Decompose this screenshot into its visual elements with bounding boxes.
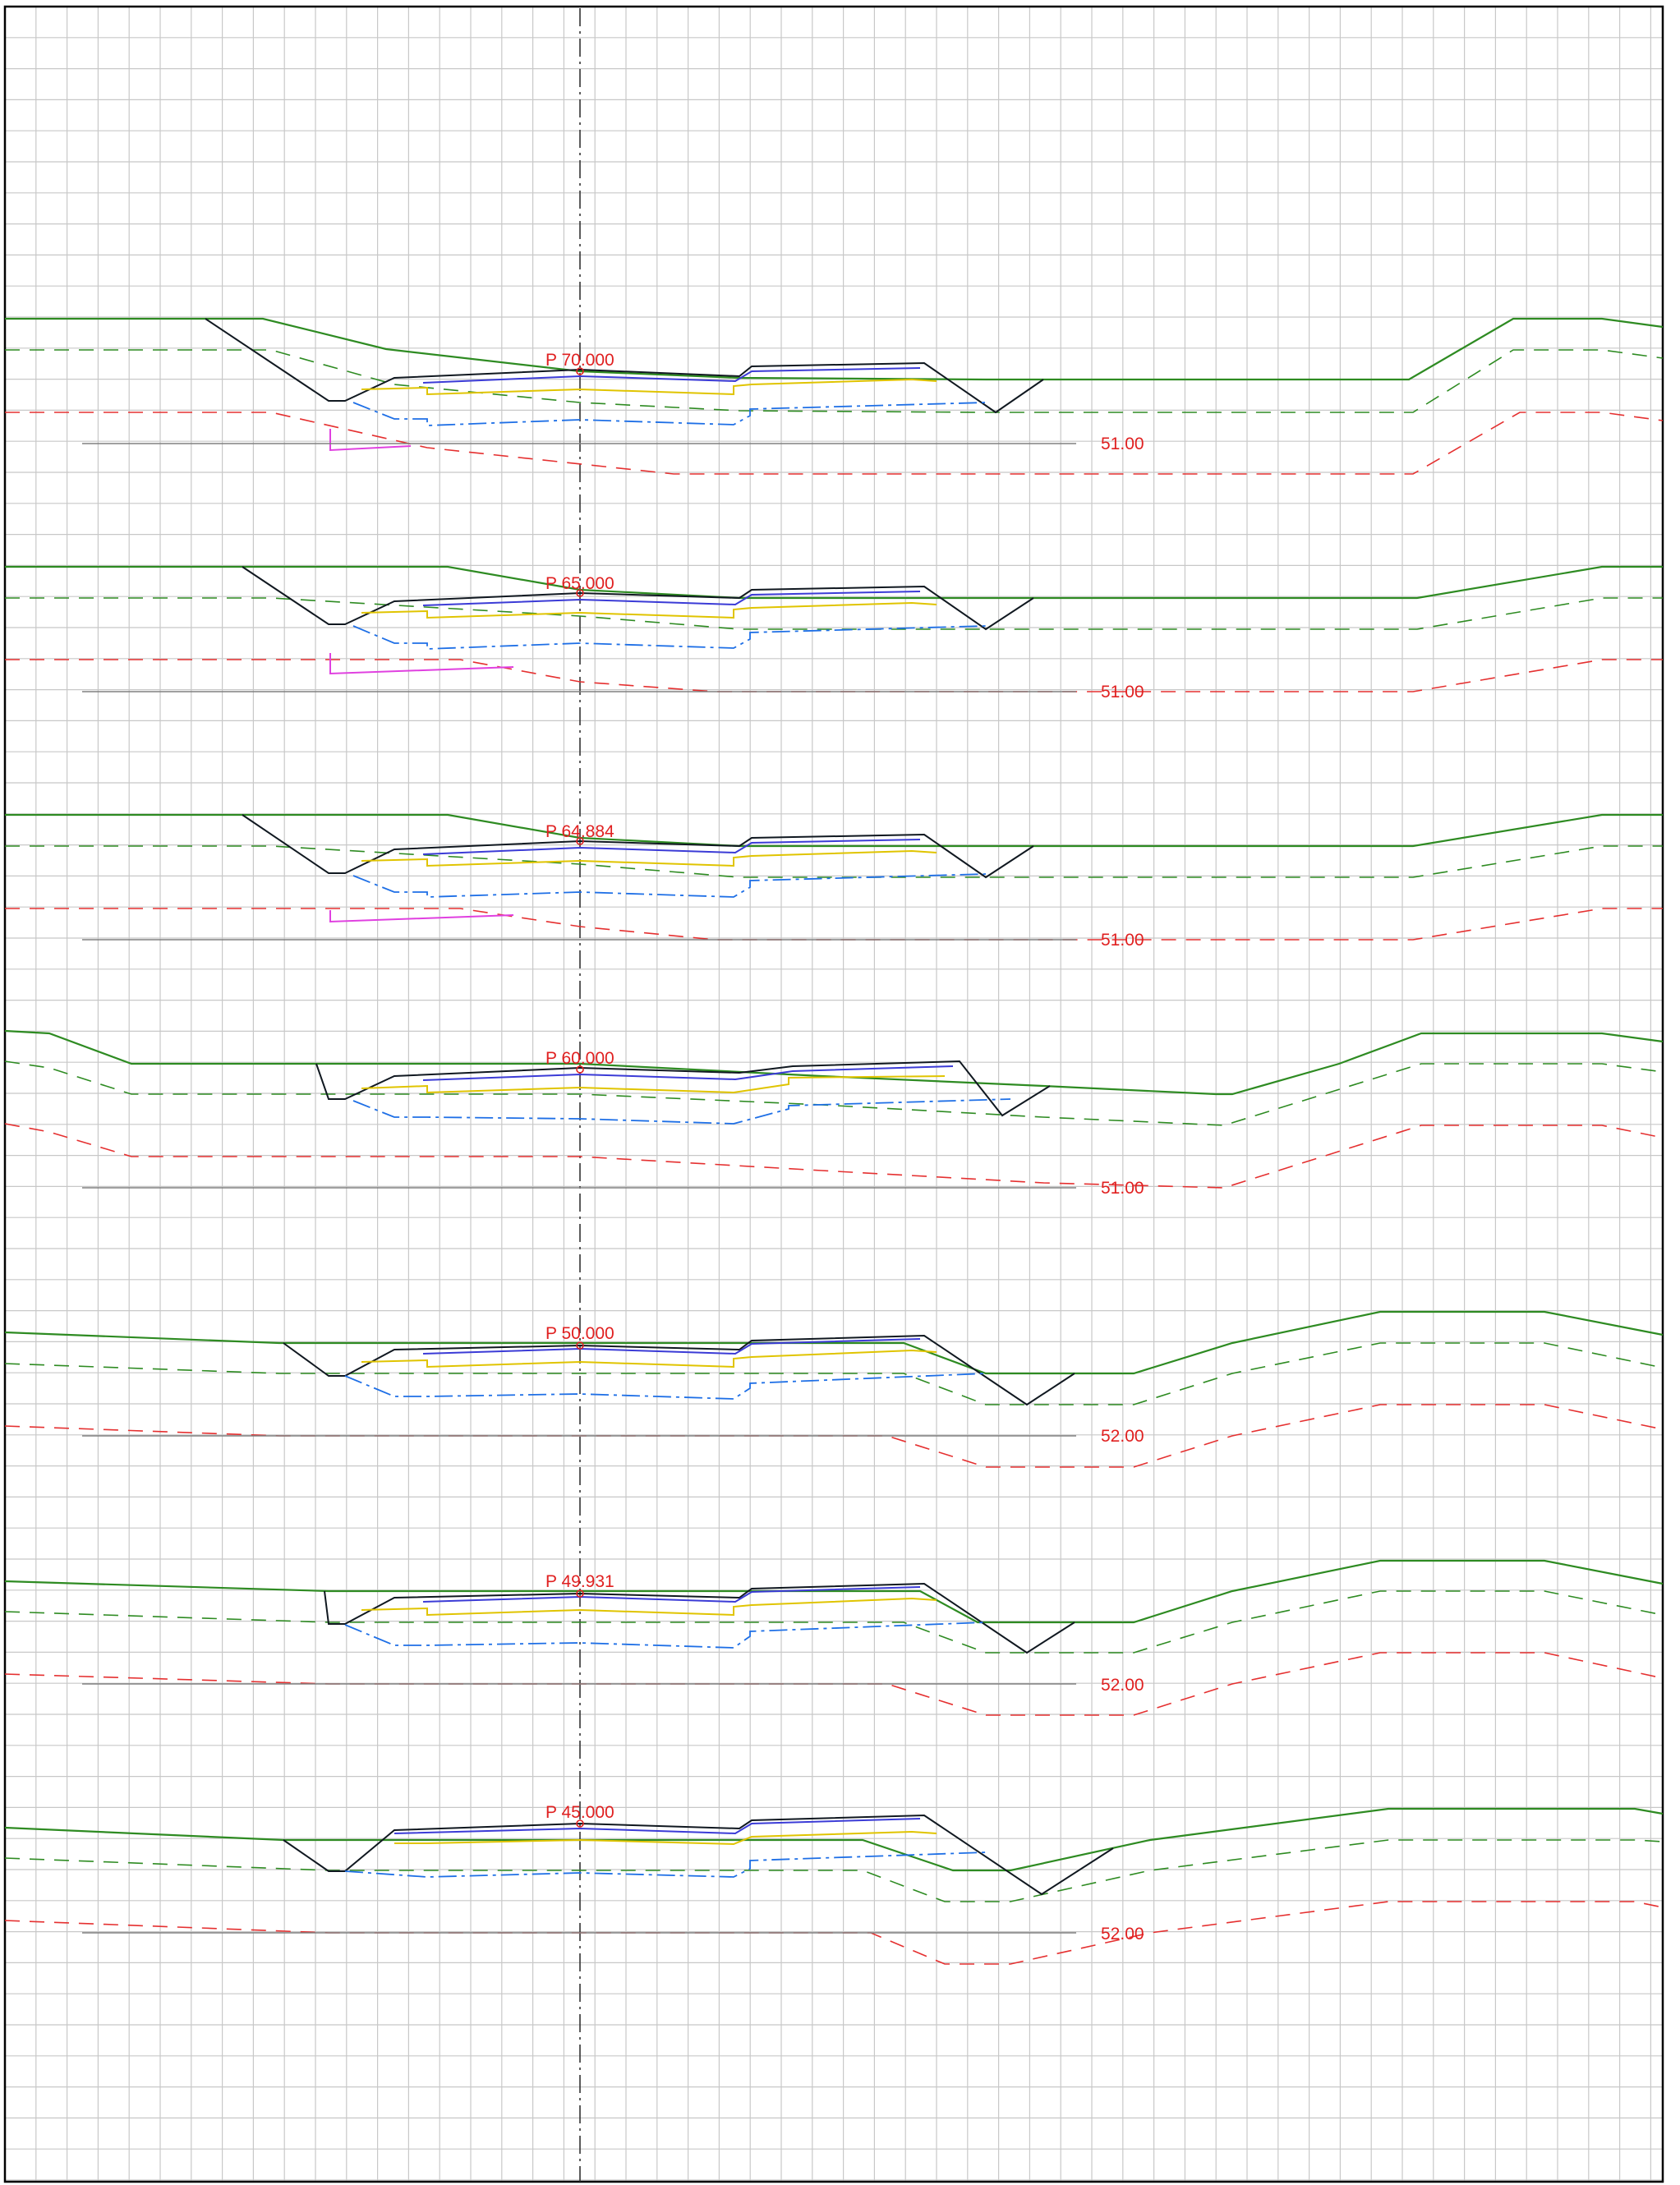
datum-elevation-label: 51.00 bbox=[1101, 683, 1144, 702]
subbase-layer bbox=[344, 1622, 987, 1649]
pavement-top-layer bbox=[422, 591, 921, 606]
existing-ground-line bbox=[5, 317, 1664, 381]
road-outline bbox=[283, 1814, 1114, 1896]
existing-ground-offset-line bbox=[4, 1839, 1664, 1902]
station-label: P 70.000 bbox=[545, 351, 614, 370]
subbase-layer bbox=[344, 1852, 987, 1878]
excavation-limit-line bbox=[5, 659, 1663, 692]
pavement-base-layer bbox=[361, 601, 937, 619]
utility-line bbox=[329, 429, 412, 452]
pavement-base-layer bbox=[394, 1830, 937, 1846]
existing-ground-line bbox=[5, 565, 1663, 600]
pavement-top-layer bbox=[422, 1586, 921, 1603]
datum-elevation-label: 52.00 bbox=[1101, 1676, 1144, 1695]
centerline-point-marker bbox=[576, 367, 584, 375]
pavement-top-layer bbox=[422, 839, 921, 855]
cross-section-p70000: P 70.000 51.00 bbox=[5, 317, 1664, 475]
pavement-base-layer bbox=[361, 378, 937, 396]
centerline-point-marker bbox=[576, 1341, 584, 1350]
station-label: P 50.000 bbox=[545, 1324, 614, 1343]
excavation-limit-line bbox=[4, 1123, 1664, 1189]
road-outline bbox=[324, 1582, 1075, 1654]
datum-elevation-label: 51.00 bbox=[1101, 435, 1144, 453]
cross-section-p64884: P 64.884 51.00 bbox=[5, 813, 1663, 950]
pavement-top-layer bbox=[422, 1338, 921, 1355]
subbase-layer bbox=[344, 1373, 987, 1400]
existing-ground-line bbox=[4, 1807, 1664, 1872]
cross-section-p45000: P 45.000 52.00 bbox=[4, 1803, 1664, 1965]
cross-section-p65000: P 65.000 51.00 bbox=[5, 565, 1663, 702]
sheet-border bbox=[3, 5, 1664, 2183]
centerline-point-marker bbox=[576, 837, 584, 845]
excavation-limit-line bbox=[5, 412, 1664, 475]
station-label: P 45.000 bbox=[545, 1803, 614, 1822]
pavement-base-layer bbox=[361, 1075, 946, 1094]
station-label: P 60.000 bbox=[545, 1049, 614, 1068]
pavement-base-layer bbox=[361, 1597, 937, 1617]
road-outline bbox=[242, 566, 1034, 631]
datum-elevation-label: 51.00 bbox=[1101, 931, 1144, 950]
existing-ground-offset-line bbox=[4, 1342, 1664, 1405]
pavement-base-layer bbox=[361, 1349, 937, 1368]
cross-section-p60000: P 60.000 51.00 bbox=[4, 1029, 1664, 1198]
existing-ground-offset-line bbox=[4, 1060, 1664, 1126]
datum-elevation-label: 51.00 bbox=[1101, 1179, 1144, 1198]
subbase-layer bbox=[352, 402, 987, 426]
excavation-limit-line bbox=[5, 908, 1663, 941]
subbase-layer bbox=[352, 873, 987, 898]
road-outline bbox=[205, 318, 1044, 414]
road-outline bbox=[283, 1334, 1075, 1406]
datum-elevation-label: 52.00 bbox=[1101, 1925, 1144, 1944]
subbase-layer bbox=[352, 625, 987, 650]
centerline-point-marker bbox=[576, 1065, 584, 1074]
road-outline bbox=[242, 814, 1034, 879]
existing-ground-offset-line bbox=[4, 1590, 1664, 1654]
centerline-point-marker bbox=[576, 589, 584, 597]
pavement-top-layer bbox=[422, 1065, 954, 1081]
existing-ground-offset-line bbox=[5, 349, 1664, 413]
cross-section-p50000: P 50.000 52.00 bbox=[4, 1310, 1664, 1468]
centerline-point-marker bbox=[576, 1589, 584, 1598]
existing-ground-line bbox=[4, 1310, 1664, 1375]
subbase-layer bbox=[352, 1098, 1011, 1125]
datum-elevation-label: 52.00 bbox=[1101, 1427, 1144, 1446]
centerline-point-marker bbox=[576, 1819, 584, 1828]
existing-ground-line bbox=[4, 1559, 1664, 1624]
pavement-base-layer bbox=[361, 849, 937, 867]
road-outline bbox=[315, 1060, 1051, 1117]
cross-section-p49931: P 49.931 52.00 bbox=[4, 1559, 1664, 1716]
pavement-top-layer bbox=[394, 1818, 921, 1835]
station-label: P 49.931 bbox=[545, 1572, 614, 1591]
station-label: P 65.000 bbox=[545, 574, 614, 593]
utility-line bbox=[329, 653, 514, 675]
station-label: P 64.884 bbox=[545, 822, 614, 841]
pavement-top-layer bbox=[422, 367, 921, 384]
existing-ground-line bbox=[4, 1029, 1664, 1096]
existing-ground-line bbox=[5, 813, 1663, 848]
utility-line bbox=[329, 910, 514, 923]
